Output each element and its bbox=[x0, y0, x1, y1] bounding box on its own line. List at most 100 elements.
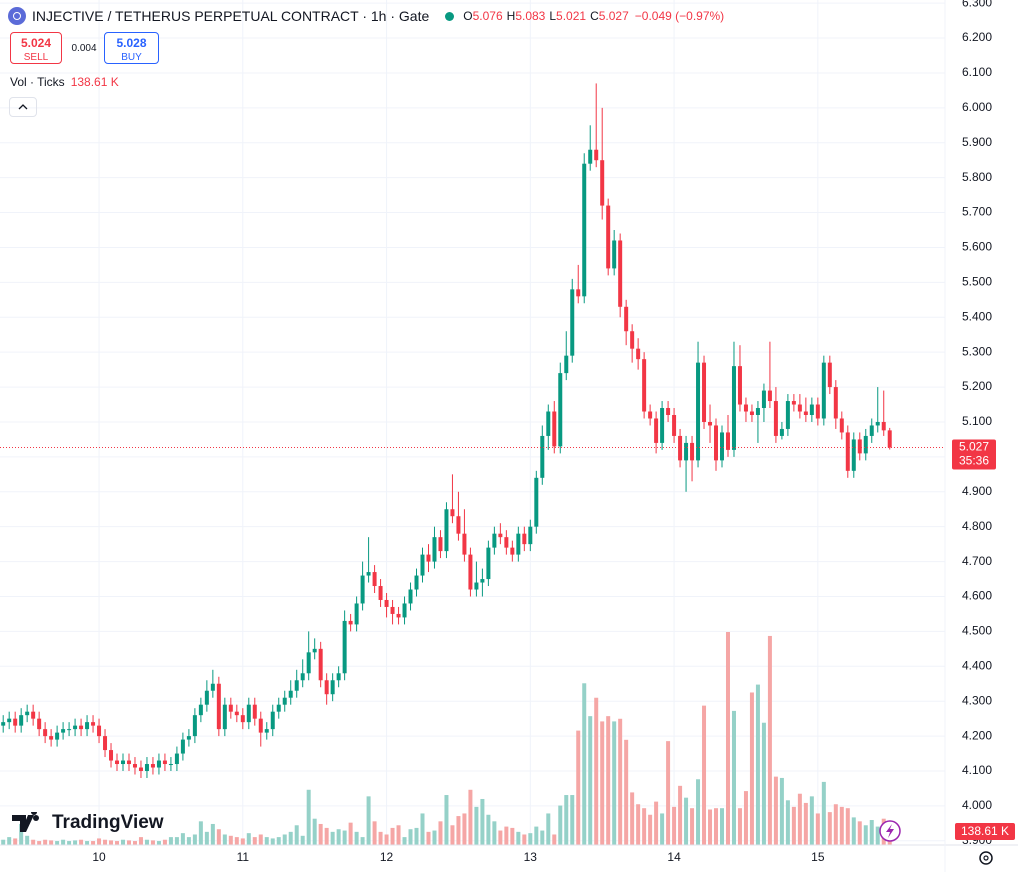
y-tick-label: 4.000 bbox=[962, 798, 992, 812]
volume-layer bbox=[1, 632, 892, 845]
volume-bar bbox=[654, 801, 659, 845]
ohlc-value: 5.083 bbox=[515, 9, 546, 23]
sell-button[interactable]: 5.024 SELL bbox=[10, 32, 62, 64]
header: INJECTIVE / TETHERUS PERPETUAL CONTRACT … bbox=[0, 0, 945, 120]
volume-bar bbox=[91, 841, 96, 845]
volume-bar bbox=[797, 793, 802, 845]
candle-body bbox=[115, 760, 120, 765]
volume-bar bbox=[678, 785, 683, 845]
settings-button[interactable] bbox=[979, 851, 993, 865]
volume-bar bbox=[833, 804, 838, 845]
candle-body bbox=[564, 355, 569, 374]
candle-body bbox=[85, 722, 90, 730]
candle-body bbox=[198, 704, 203, 716]
volume-bar bbox=[438, 821, 443, 845]
volume-badge-value: 138.61 K bbox=[961, 824, 1009, 838]
y-tick-label: 5.600 bbox=[962, 240, 992, 254]
volume-bar bbox=[432, 830, 437, 845]
candle-body bbox=[300, 673, 305, 681]
buy-price: 5.028 bbox=[116, 36, 147, 50]
candle-body bbox=[528, 526, 533, 545]
candle-body bbox=[648, 411, 653, 419]
volume-bar bbox=[474, 806, 479, 845]
volume-bar bbox=[624, 739, 629, 845]
volume-bar bbox=[318, 823, 323, 845]
volume-bar bbox=[330, 831, 335, 845]
volume-bar bbox=[809, 796, 814, 845]
candle-body bbox=[624, 306, 629, 332]
flash-icon bbox=[886, 824, 894, 838]
y-tick-label: 5.500 bbox=[962, 275, 992, 289]
flash-button[interactable] bbox=[879, 820, 901, 842]
volume-bar bbox=[144, 839, 149, 845]
volume-bar bbox=[480, 798, 485, 845]
symbol-icon bbox=[8, 7, 26, 25]
volume-bar bbox=[312, 818, 317, 845]
candle-body bbox=[678, 435, 683, 461]
volume-bar bbox=[720, 808, 724, 845]
candle-body bbox=[540, 435, 545, 478]
candle-body bbox=[426, 554, 431, 562]
indicator-name[interactable]: Vol · Ticks bbox=[10, 75, 65, 89]
candle-body bbox=[660, 408, 665, 443]
volume-bar bbox=[618, 718, 623, 845]
candle-body bbox=[522, 533, 527, 545]
candle-body bbox=[588, 149, 593, 164]
candle-body bbox=[468, 554, 473, 590]
candle-body bbox=[737, 366, 742, 405]
y-tick-label: 4.500 bbox=[962, 624, 992, 638]
collapse-button[interactable] bbox=[9, 97, 37, 117]
volume-bar bbox=[49, 840, 54, 845]
y-tick-label: 4.300 bbox=[962, 693, 992, 707]
candle-body bbox=[132, 764, 137, 768]
candle-body bbox=[755, 408, 760, 415]
volume-bar bbox=[264, 837, 269, 845]
candle-body bbox=[31, 711, 36, 719]
volume-bar bbox=[839, 806, 844, 845]
volume-bar bbox=[845, 808, 850, 845]
volume-bar bbox=[132, 841, 137, 845]
volume-bar bbox=[402, 837, 407, 845]
candle-body bbox=[396, 613, 401, 618]
candle-body bbox=[875, 421, 880, 426]
volume-bar bbox=[731, 710, 736, 845]
volume-bar bbox=[648, 814, 653, 845]
y-tick-label: 4.600 bbox=[962, 589, 992, 603]
volume-bar bbox=[755, 684, 760, 845]
candle-body bbox=[516, 533, 521, 555]
candle-body bbox=[306, 652, 311, 674]
candle-body bbox=[264, 729, 269, 733]
candle-body bbox=[749, 411, 754, 415]
volume-bar bbox=[186, 837, 191, 845]
volume-bar bbox=[73, 840, 78, 845]
candle-body bbox=[642, 359, 647, 412]
volume-bar bbox=[737, 808, 742, 845]
candle-body bbox=[767, 390, 772, 402]
volume-bar bbox=[228, 835, 233, 845]
candle-body bbox=[228, 704, 233, 712]
volume-bar bbox=[168, 837, 173, 845]
volume-bar bbox=[282, 834, 287, 845]
volume-bar bbox=[67, 841, 72, 845]
candle-body bbox=[474, 582, 479, 590]
candle-body bbox=[156, 760, 161, 768]
brand: TradingView bbox=[12, 812, 164, 834]
y-tick-label: 4.800 bbox=[962, 519, 992, 533]
volume-bar bbox=[642, 808, 647, 845]
volume-bar bbox=[372, 821, 377, 845]
volume-bar bbox=[300, 835, 305, 845]
volume-bar bbox=[156, 841, 161, 845]
symbol-title[interactable]: INJECTIVE / TETHERUS PERPETUAL CONTRACT … bbox=[32, 8, 430, 24]
gear-hub bbox=[983, 855, 989, 861]
candle-body bbox=[330, 680, 335, 695]
volume-bar bbox=[725, 632, 730, 845]
volume-bar bbox=[25, 835, 30, 845]
candle-body bbox=[845, 432, 850, 471]
grid bbox=[0, 0, 945, 845]
buy-button[interactable]: 5.028 BUY bbox=[104, 32, 159, 64]
candle-body bbox=[582, 163, 587, 297]
volume-bar bbox=[492, 821, 497, 845]
ohlc-key: H bbox=[506, 9, 516, 23]
candle-body bbox=[438, 537, 443, 552]
